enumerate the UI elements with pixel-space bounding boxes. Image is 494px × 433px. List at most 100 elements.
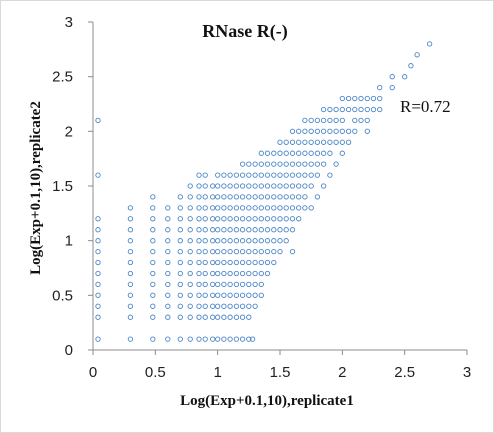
data-point	[277, 248, 283, 255]
data-point	[352, 117, 358, 124]
data-point	[127, 314, 134, 320]
data-point	[264, 270, 271, 277]
data-point	[246, 281, 252, 288]
data-point	[239, 172, 246, 178]
data-point	[296, 172, 302, 178]
x-tick-label: 1.5	[270, 364, 291, 381]
data-point	[246, 259, 252, 266]
data-point	[258, 238, 264, 244]
data-point	[202, 314, 208, 320]
data-point	[277, 194, 283, 200]
data-point	[389, 84, 395, 91]
data-point	[221, 172, 227, 178]
y-tick-label: 3	[65, 14, 73, 31]
data-point	[165, 292, 171, 298]
data-point	[127, 336, 134, 342]
y-tick-label: 1	[65, 233, 73, 250]
data-point	[233, 205, 240, 211]
data-point	[402, 74, 408, 80]
data-point	[296, 139, 302, 145]
data-point	[320, 128, 327, 134]
data-point	[233, 172, 240, 178]
data-point	[283, 194, 289, 200]
data-point	[196, 259, 202, 266]
data-point	[177, 314, 183, 320]
data-point	[277, 238, 283, 244]
data-point	[320, 161, 327, 167]
data-point	[221, 238, 227, 244]
y-tick-label: 0	[65, 342, 73, 359]
data-point	[283, 216, 289, 222]
data-point	[271, 205, 277, 211]
data-point	[177, 216, 183, 222]
data-point	[210, 303, 216, 309]
data-point	[221, 194, 227, 200]
data-point	[249, 336, 256, 342]
data-point	[215, 238, 221, 244]
axes	[88, 21, 468, 355]
data-point	[215, 281, 221, 288]
data-point	[271, 183, 277, 189]
data-point	[239, 161, 246, 167]
data-point	[283, 183, 289, 189]
data-point	[165, 205, 171, 211]
data-point	[196, 248, 202, 255]
data-point	[302, 161, 308, 167]
data-point	[252, 183, 258, 189]
data-point	[364, 106, 370, 113]
data-point	[264, 205, 271, 211]
data-point	[221, 248, 227, 255]
data-point	[302, 128, 308, 134]
data-point	[165, 248, 171, 255]
data-point	[308, 139, 314, 145]
data-point	[227, 292, 233, 298]
data-point	[215, 216, 221, 222]
data-point	[283, 238, 289, 244]
data-point	[221, 281, 227, 288]
data-point	[202, 194, 208, 200]
data-point	[221, 336, 227, 342]
data-point	[196, 292, 202, 298]
data-point	[227, 238, 233, 244]
data-point	[358, 106, 364, 113]
data-point	[327, 106, 333, 113]
data-point	[202, 281, 208, 288]
data-point	[196, 194, 202, 200]
data-point	[302, 139, 308, 145]
data-point	[252, 281, 258, 288]
data-point	[127, 259, 134, 266]
data-point	[210, 259, 216, 266]
data-point	[333, 161, 339, 167]
data-point	[221, 183, 227, 189]
data-point	[283, 161, 289, 167]
data-point	[202, 183, 208, 189]
data-point	[202, 216, 208, 222]
data-point	[221, 292, 227, 298]
data-point	[233, 292, 240, 298]
data-point	[277, 216, 283, 222]
data-point	[196, 205, 202, 211]
data-point	[364, 95, 370, 102]
data-point	[352, 106, 358, 113]
data-point	[264, 194, 271, 200]
data-point	[277, 183, 283, 189]
data-point	[377, 84, 383, 91]
data-point	[150, 238, 156, 244]
data-point	[233, 281, 240, 288]
data-point	[339, 139, 345, 145]
data-point	[215, 205, 221, 211]
data-point	[252, 205, 258, 211]
data-point	[296, 216, 302, 222]
data-point	[150, 336, 156, 342]
data-point	[239, 336, 246, 342]
data-point	[210, 216, 216, 222]
data-point	[289, 150, 296, 156]
data-point	[202, 303, 208, 309]
data-point	[177, 292, 183, 298]
data-point	[246, 216, 252, 222]
data-point	[227, 194, 233, 200]
data-point	[95, 259, 101, 266]
data-point	[210, 205, 216, 211]
data-point	[345, 106, 352, 113]
data-point	[264, 172, 271, 178]
